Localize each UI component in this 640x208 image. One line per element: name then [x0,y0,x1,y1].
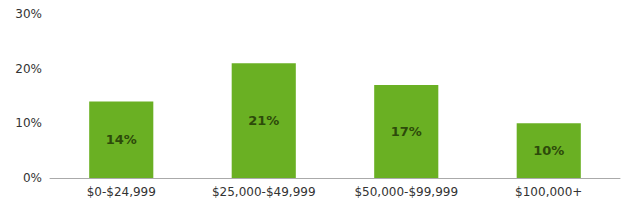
svg-text:21%: 21% [248,113,279,128]
svg-text:$50,000-$99,999: $50,000-$99,999 [354,185,458,199]
svg-text:$0-$24,999: $0-$24,999 [87,185,156,199]
svg-text:14%: 14% [106,132,137,147]
svg-text:0%: 0% [23,171,42,185]
svg-text:10%: 10% [15,116,42,130]
svg-text:$25,000-$49,999: $25,000-$49,999 [212,185,316,199]
svg-text:30%: 30% [15,7,42,21]
svg-text:20%: 20% [15,62,42,76]
svg-text:$100,000+: $100,000+ [515,185,582,199]
svg-text:10%: 10% [533,143,564,158]
svg-text:17%: 17% [391,124,422,139]
